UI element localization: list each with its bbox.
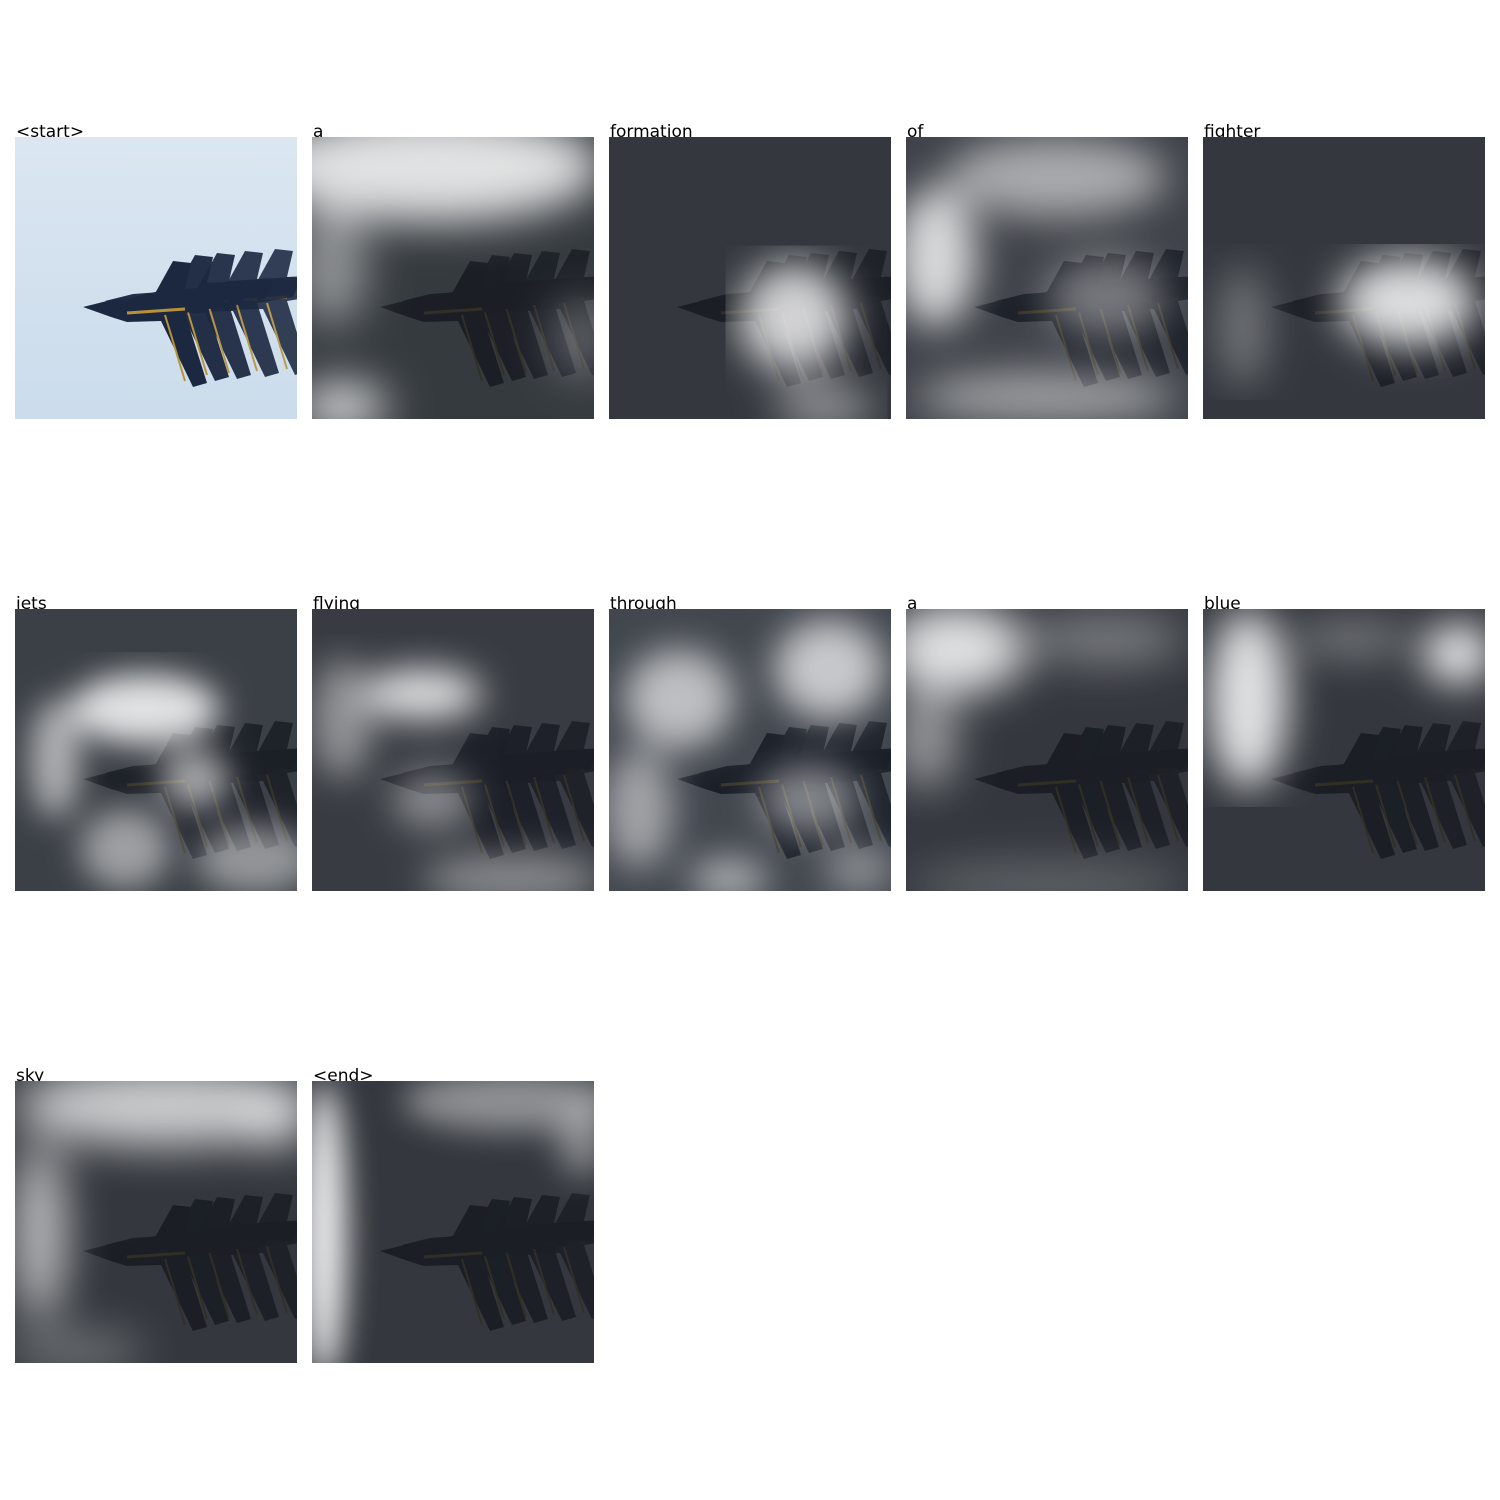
- attention-map: [312, 609, 594, 891]
- attention-map: [1203, 137, 1485, 419]
- attention-map: [15, 609, 297, 891]
- attention-map: [906, 137, 1188, 419]
- attention-map: [312, 1081, 594, 1363]
- attention-map: [15, 1081, 297, 1363]
- attention-map: [609, 137, 891, 419]
- attention-map: [1203, 609, 1485, 891]
- attention-map: [609, 609, 891, 891]
- jet-formation-photo: [15, 137, 297, 419]
- original-image: [15, 137, 297, 419]
- attention-map: [906, 609, 1188, 891]
- attention-map: [312, 137, 594, 419]
